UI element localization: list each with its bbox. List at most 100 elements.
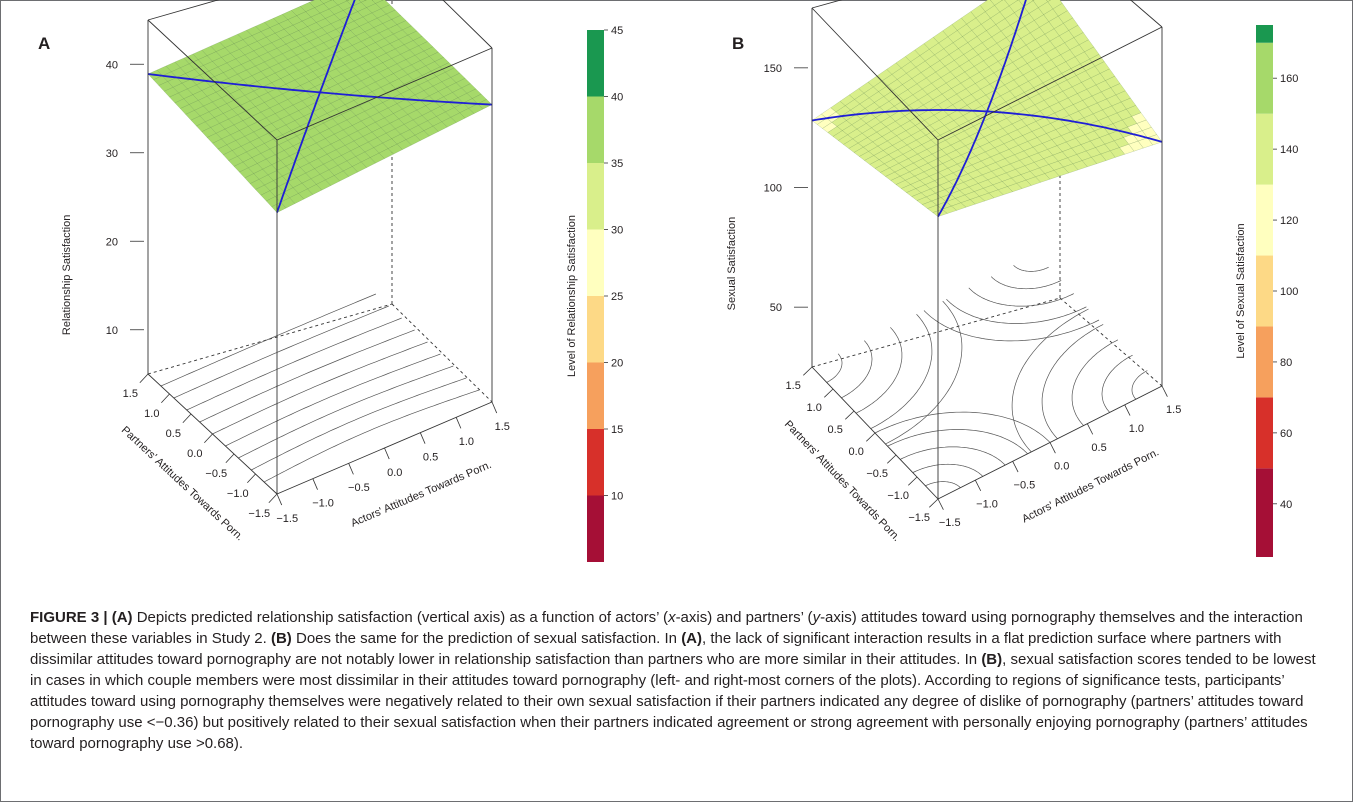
x-axis: −1.5 −1.0 −0.5 0.0 0.5 1.0 1.5 bbox=[937, 385, 1181, 529]
legend-swatch bbox=[587, 429, 604, 496]
legend-tick-label: 35 bbox=[611, 158, 623, 170]
caption-text-3: -axis) attitudes toward using pornograph… bbox=[30, 609, 1303, 647]
contour-line bbox=[885, 300, 963, 445]
legend-swatch bbox=[587, 163, 604, 230]
y-tick bbox=[845, 410, 855, 420]
y-tick bbox=[887, 454, 897, 464]
y-tick bbox=[161, 393, 170, 404]
legend-tick-label: 20 bbox=[611, 358, 623, 370]
color-legend: 40 60 80 100 120 140 160 bbox=[1256, 25, 1298, 557]
y-axis-title: Partners' Attitudes Towards Porn. bbox=[782, 418, 903, 543]
x-tick-label: 1.5 bbox=[1166, 404, 1181, 416]
z-tick-label: 50 bbox=[770, 302, 782, 314]
y-tick bbox=[225, 453, 235, 464]
y-tick bbox=[803, 366, 813, 376]
legend-tick-label: 60 bbox=[1280, 428, 1292, 440]
y-tick-label: −1.0 bbox=[887, 490, 909, 502]
color-legend: 10 15 20 25 30 35 40 45 bbox=[587, 25, 623, 562]
x-tick-label: −0.5 bbox=[1014, 480, 1036, 492]
contour-line bbox=[1101, 354, 1133, 413]
base-contours bbox=[826, 265, 1148, 488]
y-tick-label: −1.5 bbox=[908, 512, 930, 524]
y-axis-title: Partners' Attitudes Towards Porn. bbox=[119, 424, 246, 543]
y-tick bbox=[247, 473, 256, 484]
contour-line bbox=[1011, 308, 1089, 453]
contour-line bbox=[173, 305, 389, 399]
legend-swatch bbox=[1256, 255, 1273, 327]
x-tick bbox=[974, 479, 982, 492]
caption-ref-a: (A) bbox=[111, 609, 133, 626]
y-tick-label: 0.0 bbox=[849, 446, 864, 458]
contour-line bbox=[1041, 324, 1104, 439]
caption-text-6: , sexual satisfaction scores tended to b… bbox=[30, 651, 1316, 752]
y-tick bbox=[929, 498, 939, 508]
legend-tick-label: 100 bbox=[1280, 286, 1298, 298]
contour-line bbox=[225, 353, 441, 447]
contour-line bbox=[212, 341, 428, 435]
y-tick bbox=[268, 493, 278, 504]
legend-swatch bbox=[1256, 468, 1273, 557]
x-tick-label: −1.0 bbox=[312, 498, 334, 510]
legend-tick-label: 120 bbox=[1280, 215, 1298, 227]
x-tick bbox=[384, 447, 390, 460]
contour-line bbox=[263, 389, 480, 483]
x-tick bbox=[276, 493, 283, 506]
y-tick-label: −0.5 bbox=[866, 468, 888, 480]
contour-line bbox=[870, 314, 933, 429]
slope-line-dissimilar bbox=[147, 73, 493, 106]
figure-panels: A 10 20 30 40 Relationship Satisfaction −1.5 −1… bbox=[38, 0, 1298, 562]
x-tick bbox=[491, 401, 498, 414]
contour-line bbox=[923, 310, 1100, 342]
contour-line bbox=[912, 463, 984, 477]
legend-tick-label: 160 bbox=[1280, 73, 1298, 85]
y-tick-label: −1.5 bbox=[248, 508, 270, 520]
x-tick bbox=[1161, 385, 1168, 397]
x-tick bbox=[1086, 423, 1094, 435]
contour-line bbox=[874, 411, 1051, 443]
legend-swatch bbox=[1256, 113, 1273, 185]
x-tick bbox=[1012, 461, 1019, 473]
caption-text-2: -axis) and partners’ ( bbox=[675, 609, 813, 626]
x-tick bbox=[348, 463, 354, 475]
legend-tick-label: 15 bbox=[611, 424, 623, 436]
legend-tick-label: 25 bbox=[611, 291, 623, 303]
y-tick-label: 0.5 bbox=[828, 424, 843, 436]
y-tick bbox=[908, 476, 918, 486]
z-tick-label: 150 bbox=[764, 63, 782, 75]
legend-swatch bbox=[1256, 184, 1273, 256]
surface bbox=[811, 0, 1163, 217]
contour-line bbox=[251, 377, 467, 471]
panel-b: B 50 100 150 Sexual Satisfaction −1.5 −1.0 −0.5… bbox=[726, 0, 1298, 557]
z-tick-label: 40 bbox=[106, 59, 118, 71]
x-tick-label: 0.0 bbox=[387, 467, 402, 479]
contour-line bbox=[855, 327, 903, 414]
x-tick-label: −1.5 bbox=[939, 517, 961, 529]
x-tick bbox=[1124, 404, 1131, 416]
y-axis: −1.5 −1.0 −0.50.0 0.5 1.0 1.5 bbox=[786, 366, 939, 524]
z-axis-title: Relationship Satisfaction bbox=[61, 215, 73, 335]
x-tick-label: 1.5 bbox=[495, 421, 510, 433]
contour-line bbox=[238, 365, 454, 459]
x-tick-label: −1.5 bbox=[276, 513, 298, 525]
box-top-front bbox=[811, 7, 1163, 141]
legend-swatch bbox=[587, 96, 604, 163]
y-tick-label: 0.5 bbox=[166, 428, 181, 440]
x-tick-label: 0.0 bbox=[1054, 461, 1069, 473]
legend-tick-label: 40 bbox=[611, 92, 623, 104]
back-edge-left bbox=[811, 297, 1061, 368]
y-tick bbox=[204, 433, 213, 444]
legend-swatch bbox=[587, 229, 604, 296]
legend-swatch bbox=[587, 495, 604, 562]
x-tick-label: −1.0 bbox=[976, 498, 998, 510]
z-tick-label: 100 bbox=[764, 183, 782, 195]
z-tick-label: 10 bbox=[106, 325, 118, 337]
legend-swatch bbox=[1256, 397, 1273, 469]
z-tick-label: 20 bbox=[106, 236, 118, 248]
box-top-back bbox=[147, 0, 493, 49]
legend-tick-label: 10 bbox=[611, 491, 623, 503]
figure-caption: FIGURE 3 | (A) Depicts predicted relatio… bbox=[30, 607, 1325, 754]
contour-line bbox=[199, 329, 415, 423]
x-tick bbox=[419, 432, 426, 444]
contour-line bbox=[1131, 370, 1148, 400]
legend-swatch bbox=[1256, 326, 1273, 398]
